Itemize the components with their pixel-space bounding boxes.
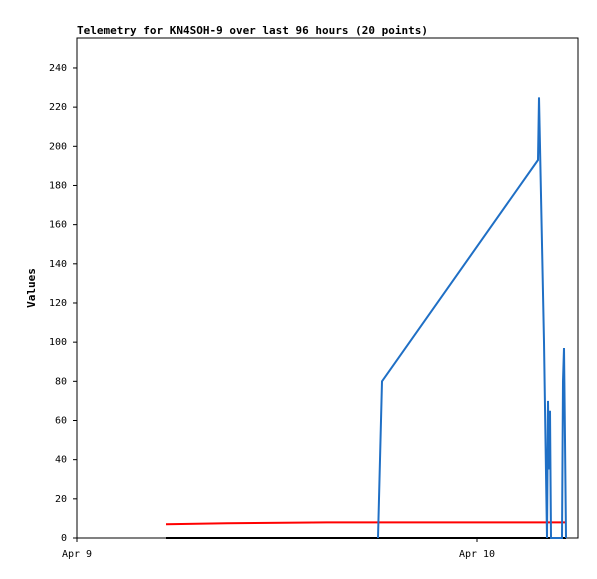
y-tick-label: 140 bbox=[49, 259, 67, 270]
y-tick-label: 240 bbox=[49, 63, 67, 74]
y-tick-label: 220 bbox=[49, 102, 67, 113]
y-tick-label: 100 bbox=[49, 337, 67, 348]
y-tick-label: 0 bbox=[61, 533, 67, 544]
y-axis-label: Values bbox=[25, 268, 38, 308]
y-tick-label: 80 bbox=[55, 376, 67, 387]
y-tick-label: 40 bbox=[55, 455, 67, 466]
x-tick-label: Apr 10 bbox=[459, 549, 495, 560]
series-line bbox=[377, 97, 567, 539]
y-tick-label: 60 bbox=[55, 415, 67, 426]
series-line bbox=[165, 521, 566, 526]
y-tick-label: 160 bbox=[49, 220, 67, 231]
chart-title: Telemetry for KN4SOH-9 over last 96 hour… bbox=[77, 24, 428, 37]
y-tick-label: 200 bbox=[49, 141, 67, 152]
x-tick-label: Apr 9 bbox=[62, 549, 92, 560]
plot-frame bbox=[76, 37, 579, 539]
y-tick-label: 120 bbox=[49, 298, 67, 309]
y-tick-label: 180 bbox=[49, 180, 67, 191]
y-tick-label: 20 bbox=[55, 494, 67, 505]
